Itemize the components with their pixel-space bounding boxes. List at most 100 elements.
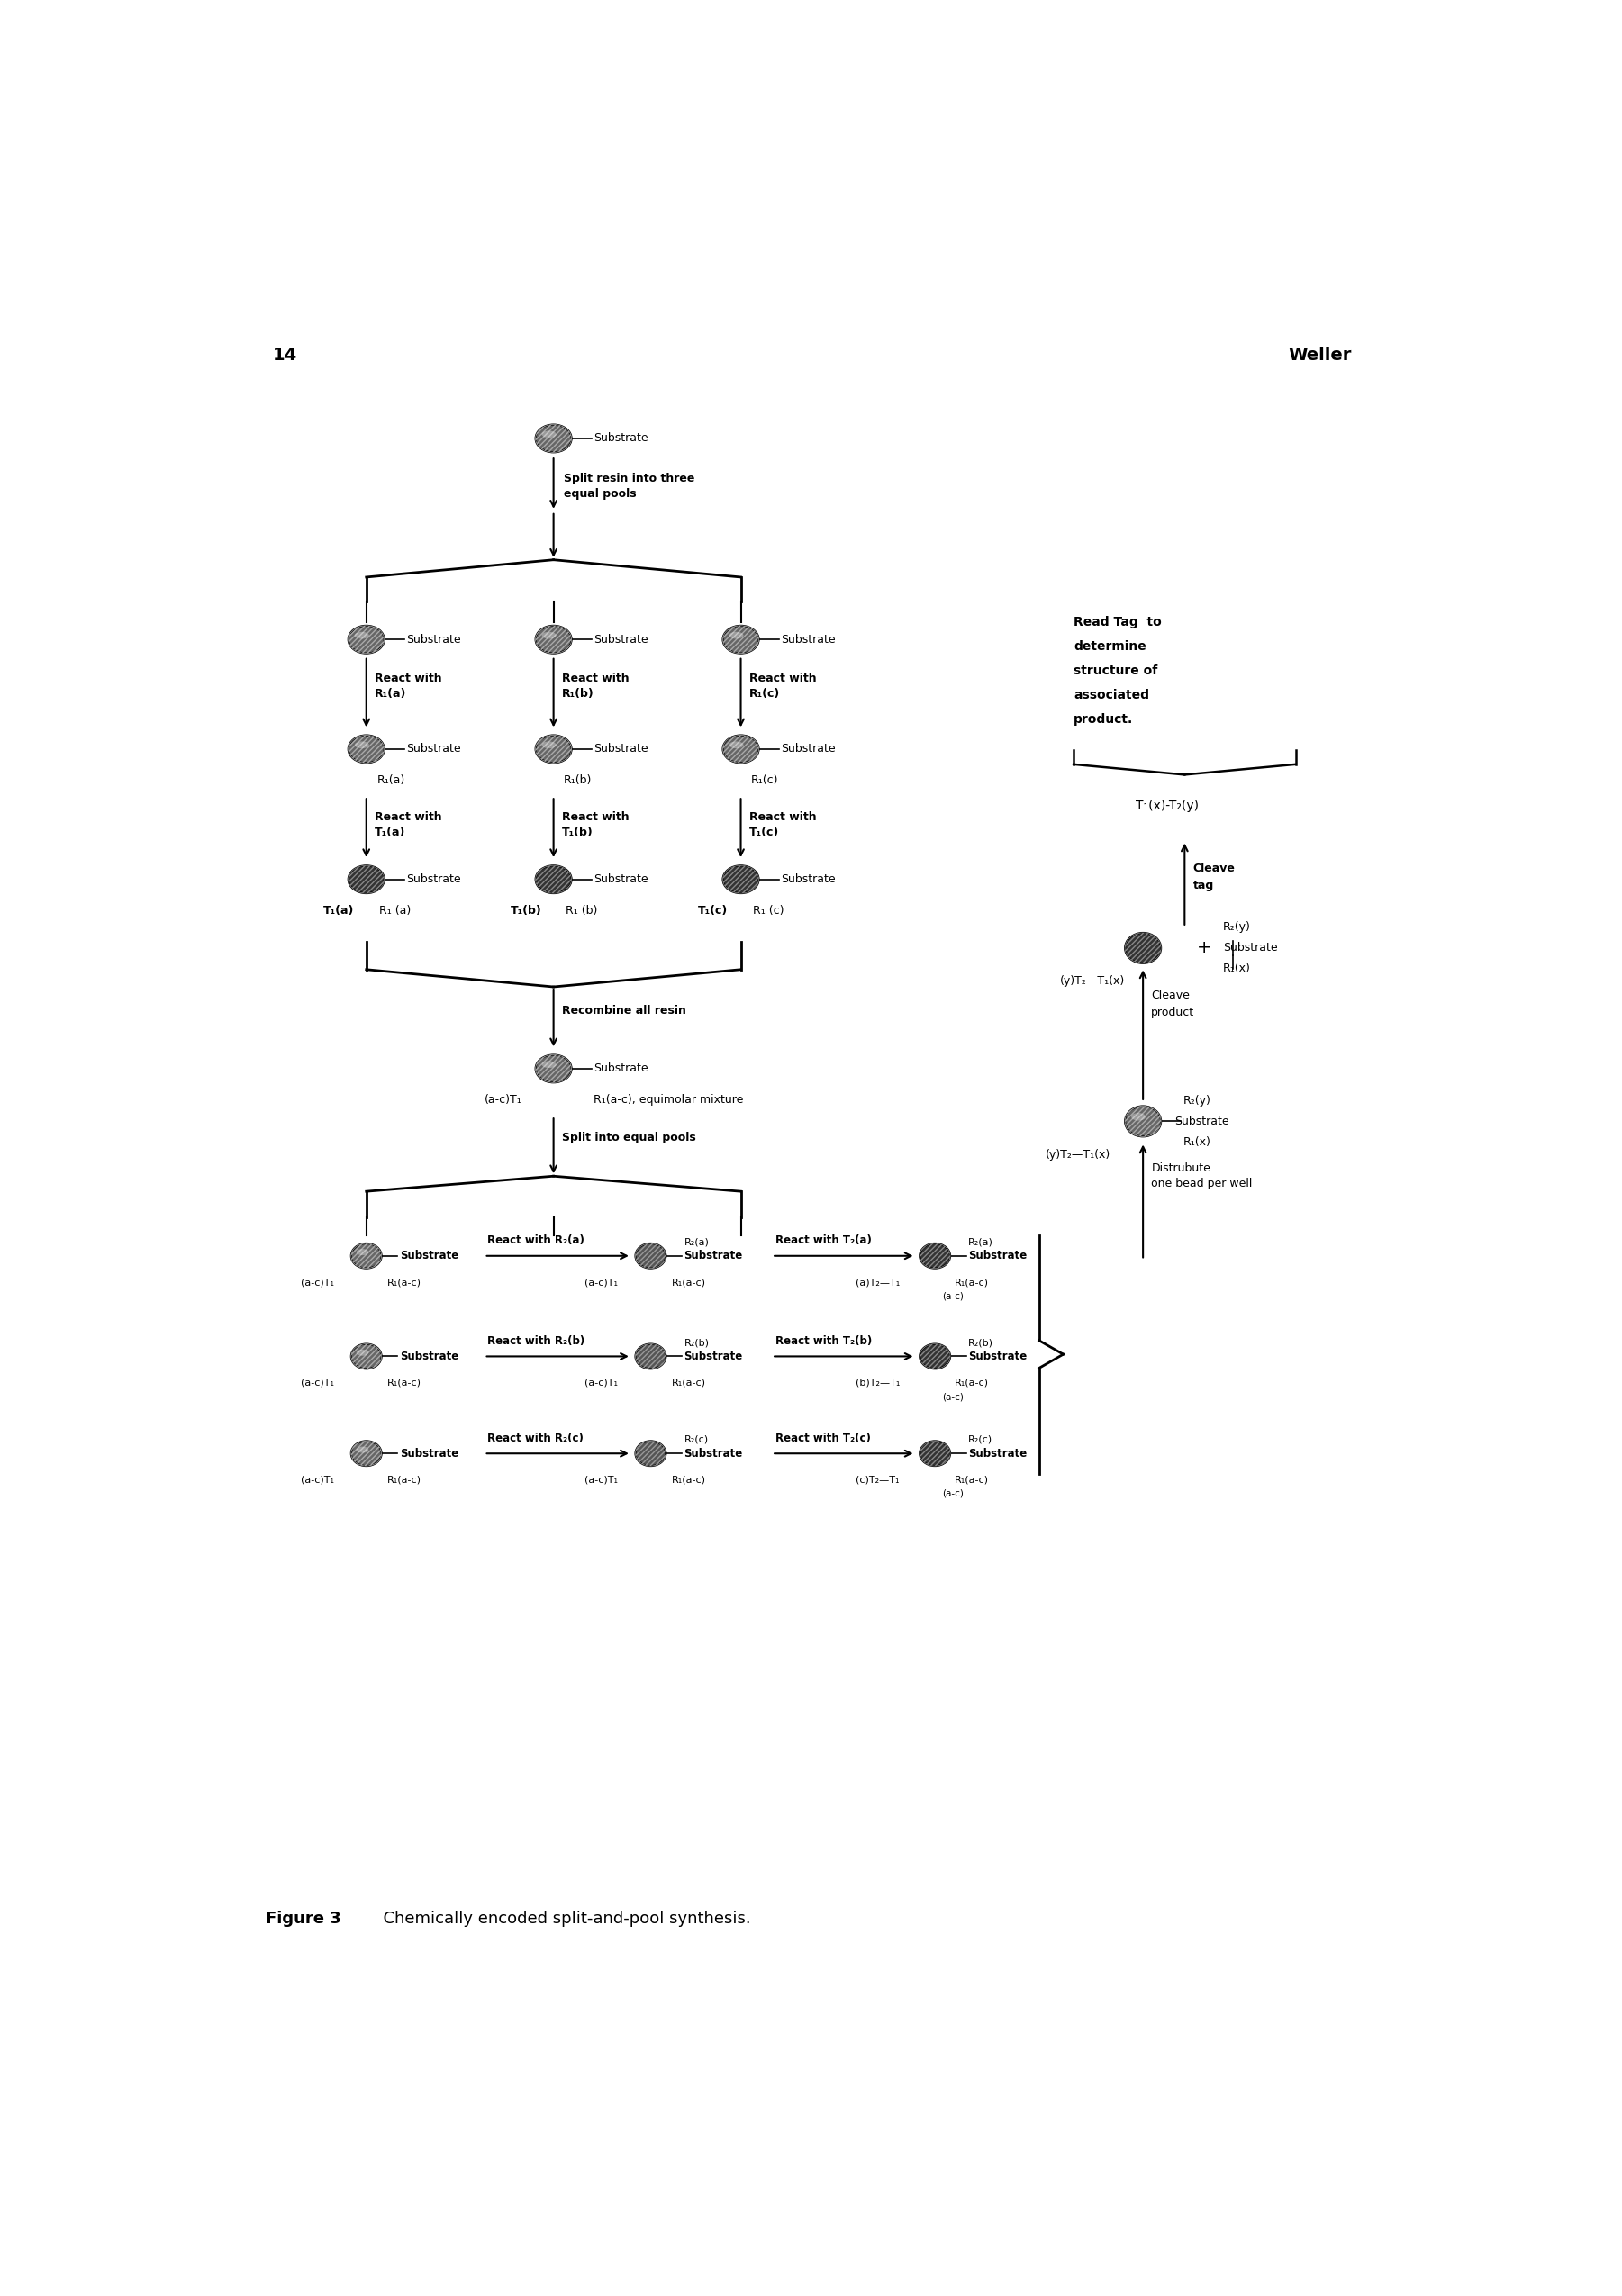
Text: Cleave: Cleave bbox=[1192, 863, 1234, 875]
Text: (a-c): (a-c) bbox=[942, 1293, 963, 1300]
Text: one bead per well: one bead per well bbox=[1152, 1178, 1252, 1189]
Text: Substrate: Substrate bbox=[1174, 1116, 1229, 1127]
Text: Chemically encoded split-and-pool synthesis.: Chemically encoded split-and-pool synthe… bbox=[373, 1910, 751, 1926]
Text: R₁(a-c): R₁(a-c) bbox=[954, 1277, 988, 1286]
Ellipse shape bbox=[349, 735, 384, 762]
Text: Substrate: Substrate bbox=[594, 432, 649, 445]
Text: R₁(a-c): R₁(a-c) bbox=[672, 1476, 706, 1483]
Text: Substrate: Substrate bbox=[968, 1249, 1027, 1263]
Text: (c)T₂—T₁: (c)T₂—T₁ bbox=[855, 1476, 899, 1483]
Text: +: + bbox=[1197, 939, 1212, 957]
Ellipse shape bbox=[636, 1442, 667, 1465]
Text: T₁(b): T₁(b) bbox=[561, 827, 594, 838]
Ellipse shape bbox=[350, 1442, 381, 1465]
Text: Distrubute: Distrubute bbox=[1152, 1162, 1210, 1173]
Ellipse shape bbox=[542, 1061, 556, 1068]
Text: T₁(c): T₁(c) bbox=[697, 905, 728, 916]
Ellipse shape bbox=[350, 1244, 381, 1267]
Text: Substrate: Substrate bbox=[399, 1446, 459, 1460]
Text: React with: React with bbox=[749, 810, 816, 822]
Ellipse shape bbox=[920, 1343, 950, 1368]
Text: R₁(c): R₁(c) bbox=[749, 689, 780, 700]
Text: T₁(a): T₁(a) bbox=[323, 905, 354, 916]
Text: R₁(a-c): R₁(a-c) bbox=[388, 1378, 422, 1387]
Ellipse shape bbox=[357, 1249, 368, 1256]
Text: (a-c)T₁: (a-c)T₁ bbox=[485, 1093, 522, 1107]
Ellipse shape bbox=[357, 1446, 368, 1453]
Ellipse shape bbox=[723, 735, 759, 762]
Text: Substrate: Substrate bbox=[407, 872, 461, 886]
Text: React with T₂(a): React with T₂(a) bbox=[775, 1235, 871, 1247]
Text: Substrate: Substrate bbox=[968, 1446, 1027, 1460]
Text: Substrate: Substrate bbox=[1223, 941, 1278, 953]
Text: R₁(a-c): R₁(a-c) bbox=[388, 1476, 422, 1483]
Text: R₁(a-c): R₁(a-c) bbox=[954, 1378, 988, 1387]
Text: R₂(b): R₂(b) bbox=[684, 1339, 709, 1348]
Ellipse shape bbox=[535, 625, 571, 654]
Text: R₁(x): R₁(x) bbox=[1182, 1137, 1212, 1148]
Text: React with R₂(a): React with R₂(a) bbox=[488, 1235, 586, 1247]
Ellipse shape bbox=[1126, 1107, 1161, 1137]
Ellipse shape bbox=[535, 1054, 571, 1081]
Text: product.: product. bbox=[1074, 714, 1134, 726]
Text: React with R₂(c): React with R₂(c) bbox=[488, 1433, 584, 1444]
Text: Substrate: Substrate bbox=[782, 872, 835, 886]
Text: React with: React with bbox=[375, 673, 441, 684]
Text: R₁(b): R₁(b) bbox=[561, 689, 594, 700]
Text: Read Tag  to: Read Tag to bbox=[1074, 615, 1161, 629]
Text: Substrate: Substrate bbox=[782, 744, 835, 755]
Text: Substrate: Substrate bbox=[594, 1063, 649, 1075]
Text: R₁(a-c): R₁(a-c) bbox=[388, 1277, 422, 1286]
Text: R₁(a): R₁(a) bbox=[376, 774, 406, 785]
Ellipse shape bbox=[349, 866, 384, 893]
Text: tag: tag bbox=[1192, 879, 1213, 891]
Text: R₁(a-c): R₁(a-c) bbox=[954, 1476, 988, 1483]
Text: Substrate: Substrate bbox=[407, 634, 461, 645]
Text: Recombine all resin: Recombine all resin bbox=[561, 1006, 686, 1017]
Text: 14: 14 bbox=[272, 347, 297, 363]
Text: React with: React with bbox=[561, 810, 629, 822]
Text: R₂(b): R₂(b) bbox=[968, 1339, 993, 1348]
Text: R₁(a-c), equimolar mixture: R₁(a-c), equimolar mixture bbox=[594, 1093, 743, 1107]
Text: (y)T₂—T₁(x): (y)T₂—T₁(x) bbox=[1059, 976, 1124, 987]
Text: (a-c): (a-c) bbox=[942, 1391, 963, 1401]
Text: (a-c)T₁: (a-c)T₁ bbox=[300, 1476, 334, 1483]
Text: R₂(c): R₂(c) bbox=[684, 1435, 709, 1444]
Text: R₂(c): R₂(c) bbox=[968, 1435, 993, 1444]
Text: R₁ (c): R₁ (c) bbox=[753, 905, 785, 916]
Ellipse shape bbox=[357, 1350, 368, 1355]
Text: structure of: structure of bbox=[1074, 664, 1158, 677]
Ellipse shape bbox=[723, 866, 759, 893]
Text: R₁ (a): R₁ (a) bbox=[380, 905, 410, 916]
Text: Substrate: Substrate bbox=[594, 634, 649, 645]
Text: Substrate: Substrate bbox=[782, 634, 835, 645]
Text: product: product bbox=[1152, 1006, 1195, 1019]
Text: (a-c)T₁: (a-c)T₁ bbox=[586, 1277, 618, 1286]
Text: Substrate: Substrate bbox=[594, 744, 649, 755]
Text: R₁(b): R₁(b) bbox=[564, 774, 592, 785]
Text: T₁(a): T₁(a) bbox=[375, 827, 406, 838]
Text: R₂(a): R₂(a) bbox=[684, 1238, 709, 1247]
Text: React with: React with bbox=[561, 673, 629, 684]
Text: Substrate: Substrate bbox=[684, 1446, 743, 1460]
Text: Substrate: Substrate bbox=[399, 1350, 459, 1362]
Ellipse shape bbox=[636, 1244, 667, 1267]
Ellipse shape bbox=[355, 631, 370, 638]
Text: R₂(y): R₂(y) bbox=[1223, 921, 1251, 932]
Text: Substrate: Substrate bbox=[684, 1350, 743, 1362]
Text: React with T₂(b): React with T₂(b) bbox=[775, 1336, 873, 1348]
Text: R₁(a-c): R₁(a-c) bbox=[672, 1277, 706, 1286]
Text: React with R₂(b): React with R₂(b) bbox=[488, 1336, 586, 1348]
Ellipse shape bbox=[1131, 1114, 1145, 1120]
Ellipse shape bbox=[542, 631, 556, 638]
Ellipse shape bbox=[723, 625, 759, 654]
Text: equal pools: equal pools bbox=[564, 489, 636, 501]
Text: (b)T₂—T₁: (b)T₂—T₁ bbox=[855, 1378, 900, 1387]
Text: React with: React with bbox=[375, 810, 441, 822]
Ellipse shape bbox=[349, 625, 384, 654]
Text: Cleave: Cleave bbox=[1152, 990, 1191, 1001]
Text: Figure 3: Figure 3 bbox=[266, 1910, 341, 1926]
Ellipse shape bbox=[728, 631, 743, 638]
Text: R₂(y): R₂(y) bbox=[1182, 1095, 1212, 1107]
Text: (a-c)T₁: (a-c)T₁ bbox=[586, 1378, 618, 1387]
